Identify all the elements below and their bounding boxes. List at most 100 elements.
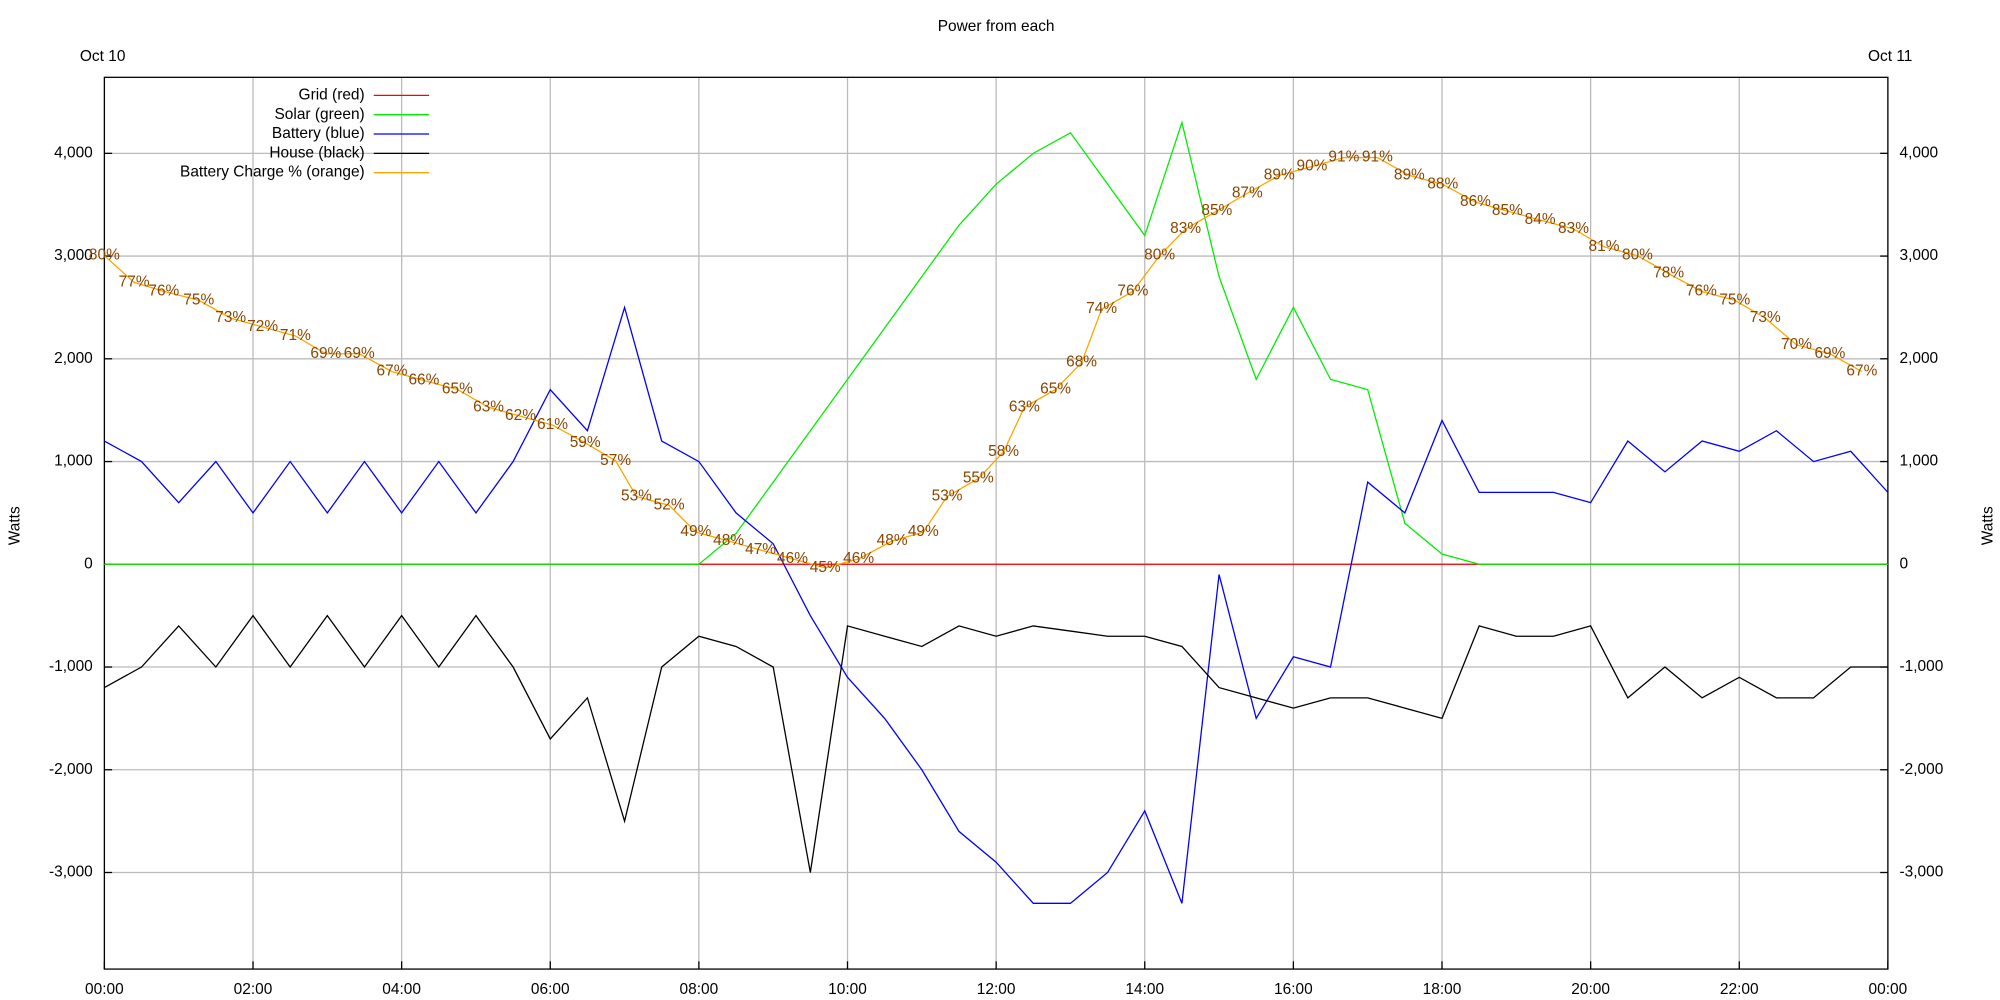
data-label: 76% (1686, 282, 1717, 299)
y-tick-label: -3,000 (49, 864, 93, 881)
data-label: 66% (408, 372, 439, 389)
y2-tick-label: 1,000 (1899, 453, 1938, 470)
data-label: 73% (1750, 309, 1781, 326)
data-label: 65% (1040, 381, 1071, 398)
data-label: 88% (1427, 175, 1458, 192)
data-label: 62% (505, 407, 536, 424)
data-label: 65% (442, 381, 473, 398)
data-label: 53% (932, 488, 963, 505)
x-tick-label: 14:00 (1125, 981, 1164, 998)
y-tick-label: 3,000 (54, 247, 93, 264)
data-label: 53% (621, 488, 652, 505)
y2-tick-label: 3,000 (1899, 247, 1938, 264)
chart-title: Power from each (938, 18, 1055, 35)
x-tick-label: 00:00 (85, 981, 124, 998)
data-label: 67% (1846, 363, 1877, 380)
data-label: 74% (1086, 300, 1117, 317)
y2-tick-label: 2,000 (1899, 350, 1938, 367)
y-tick-label: 0 (84, 555, 93, 572)
data-label: 68% (1066, 354, 1097, 371)
data-label: 83% (1170, 220, 1201, 237)
data-label: 73% (215, 309, 246, 326)
x-tick-label: 00:00 (1869, 981, 1908, 998)
x-tick-label: 08:00 (680, 981, 719, 998)
y2-axis-label: Watts (1979, 506, 1996, 545)
x-tick-label: 16:00 (1274, 981, 1313, 998)
legend-label: Grid (red) (299, 86, 365, 103)
legend-label: Battery Charge % (orange) (180, 164, 365, 181)
legend-label: House (black) (269, 144, 364, 161)
data-label: 52% (654, 496, 685, 513)
data-label: 70% (1781, 336, 1812, 353)
data-label: 71% (280, 327, 311, 344)
y2-tick-label: 0 (1899, 555, 1908, 572)
data-label: 76% (148, 282, 179, 299)
data-label: 69% (310, 345, 341, 362)
y2-tick-label: -2,000 (1899, 761, 1943, 778)
y-tick-label: -1,000 (49, 658, 93, 675)
data-label: 78% (1653, 265, 1684, 282)
y2-tick-label: 4,000 (1899, 144, 1938, 161)
end-date: Oct 11 (1868, 48, 1912, 65)
data-label: 77% (119, 274, 150, 291)
x-tick-label: 04:00 (382, 981, 421, 998)
data-label: 45% (810, 559, 841, 576)
data-label: 89% (1394, 166, 1425, 183)
data-label: 59% (570, 434, 601, 451)
data-label: 49% (680, 523, 711, 540)
data-label: 90% (1296, 158, 1327, 175)
x-tick-label: 12:00 (977, 981, 1016, 998)
y-tick-label: 1,000 (54, 453, 93, 470)
data-label: 72% (247, 318, 278, 335)
data-label: 69% (344, 345, 375, 362)
x-tick-label: 22:00 (1720, 981, 1759, 998)
y-tick-label: 2,000 (54, 350, 93, 367)
data-label: 63% (473, 398, 504, 415)
x-tick-label: 02:00 (234, 981, 273, 998)
data-label: 86% (1460, 193, 1491, 210)
data-label: 89% (1264, 166, 1295, 183)
data-label: 58% (988, 443, 1019, 460)
start-date: Oct 10 (80, 48, 126, 65)
y2-tick-label: -1,000 (1899, 658, 1943, 675)
x-tick-label: 06:00 (531, 981, 570, 998)
data-label: 46% (777, 550, 808, 567)
legend-label: Solar (green) (275, 106, 365, 123)
y-tick-label: 4,000 (54, 144, 93, 161)
data-label: 91% (1328, 149, 1359, 166)
data-label: 61% (537, 416, 568, 433)
data-label: 63% (1009, 398, 1040, 415)
data-label: 85% (1492, 202, 1523, 219)
data-label: 48% (713, 532, 744, 549)
plot-frame (103, 76, 1889, 970)
data-label: 47% (745, 541, 776, 558)
data-label: 57% (600, 452, 631, 469)
legend-label: Battery (blue) (272, 125, 365, 142)
data-label: 75% (183, 291, 214, 308)
data-label: 85% (1201, 202, 1232, 219)
data-label: 69% (1814, 345, 1845, 362)
data-label: 55% (963, 470, 994, 487)
x-tick-label: 18:00 (1423, 981, 1462, 998)
x-tick-label: 20:00 (1571, 981, 1610, 998)
data-label: 91% (1362, 149, 1393, 166)
data-label: 80% (89, 247, 120, 264)
data-label: 49% (908, 523, 939, 540)
series-line (104, 120, 1888, 565)
data-label: 81% (1589, 238, 1620, 255)
data-label: 76% (1117, 282, 1148, 299)
data-label: 80% (1144, 247, 1175, 264)
data-label: 84% (1525, 211, 1556, 228)
data-label: 75% (1719, 291, 1750, 308)
y-tick-label: -2,000 (49, 761, 93, 778)
data-label: 46% (843, 550, 874, 567)
data-label: 87% (1232, 184, 1263, 201)
data-label: 80% (1622, 247, 1653, 264)
series-line (104, 305, 1889, 904)
data-label: 67% (377, 363, 408, 380)
y2-tick-label: -3,000 (1899, 864, 1943, 881)
y-axis-label: Watts (7, 506, 24, 545)
x-tick-label: 10:00 (828, 981, 867, 998)
